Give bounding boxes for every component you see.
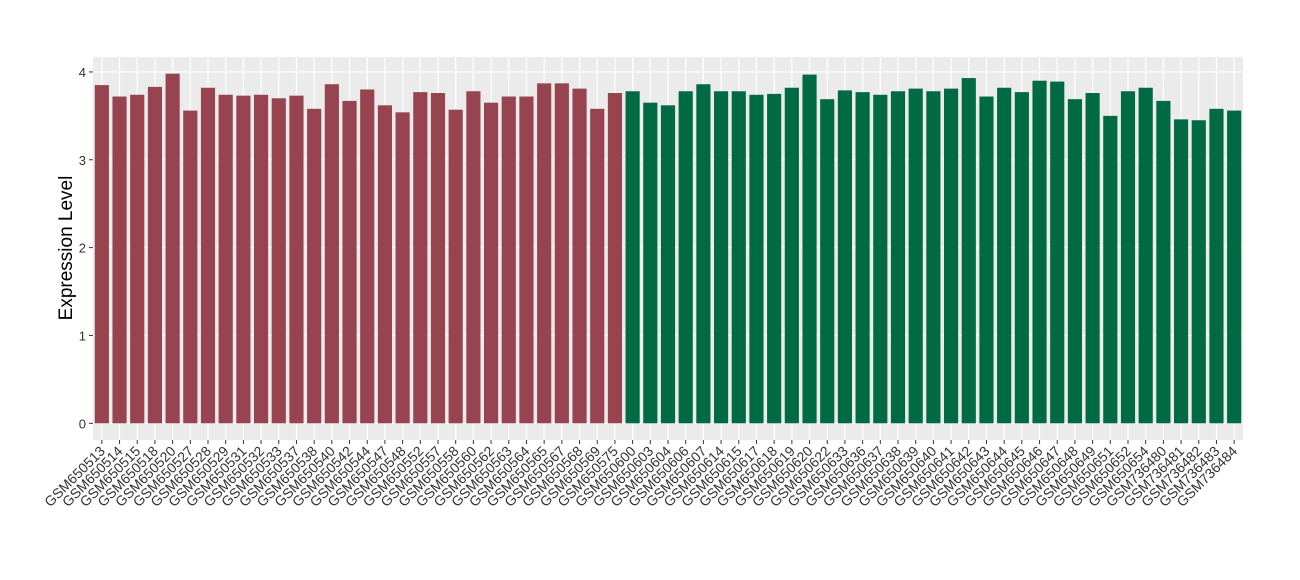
bar: [147, 86, 162, 424]
bar: [1067, 99, 1082, 424]
bar: [1014, 92, 1029, 424]
bar: [183, 110, 198, 424]
bar: [395, 112, 410, 424]
bar: [360, 89, 375, 424]
bar: [218, 94, 233, 424]
bar: [767, 93, 782, 424]
bar: [749, 94, 764, 424]
bar: [802, 74, 817, 424]
bar: [112, 96, 127, 424]
bar: [1156, 100, 1171, 424]
bar: [342, 100, 357, 424]
bar: [1174, 119, 1189, 424]
bar: [289, 95, 304, 424]
bar: [484, 102, 499, 424]
bar: [820, 99, 835, 424]
bar: [200, 87, 216, 424]
bar: [377, 105, 392, 424]
bar: [254, 94, 269, 424]
bar: [554, 83, 569, 424]
bar: [1032, 80, 1047, 424]
bar: [607, 93, 622, 424]
bar: [94, 85, 109, 424]
y-axis-label: Expression Level: [56, 176, 77, 321]
bar: [324, 84, 339, 424]
y-tick-label: 2: [79, 241, 86, 256]
bar: [590, 108, 605, 424]
bar: [873, 94, 888, 424]
bar: [890, 91, 906, 424]
bar: [625, 91, 640, 424]
y-tick-label: 3: [79, 153, 86, 168]
y-tick-label: 1: [79, 328, 86, 343]
bar: [1103, 115, 1118, 424]
bar: [784, 87, 799, 424]
bar: [696, 84, 711, 424]
bar: [130, 94, 145, 424]
bar: [855, 92, 870, 424]
bar: [908, 88, 923, 424]
bar: [1191, 120, 1206, 424]
bar: [165, 73, 180, 424]
bar: [501, 96, 516, 424]
bar: [926, 91, 941, 424]
bar: [1085, 93, 1100, 424]
bar: [944, 88, 959, 424]
bar: [430, 93, 446, 424]
y-tick-label: 0: [79, 416, 86, 431]
bar: [997, 87, 1012, 424]
bar: [519, 96, 534, 424]
bar: [271, 98, 286, 424]
bar: [1227, 110, 1242, 424]
bar: [837, 90, 852, 424]
bar: [413, 92, 428, 424]
bar: [236, 95, 251, 424]
bar: [731, 91, 746, 424]
bar: [961, 78, 976, 424]
bar: [537, 83, 552, 424]
y-tick-label: 4: [79, 65, 86, 80]
bar: [979, 96, 994, 424]
bar: [660, 105, 676, 424]
bar: [643, 102, 658, 424]
bar: [1050, 81, 1065, 424]
bar: [1138, 87, 1153, 424]
bar: [572, 88, 587, 424]
bar: [1120, 91, 1136, 424]
bar: [678, 91, 693, 424]
bar: [448, 109, 463, 424]
bar: [714, 91, 729, 424]
bar: [1209, 108, 1224, 424]
bar: [307, 108, 322, 424]
bar: [466, 91, 481, 424]
